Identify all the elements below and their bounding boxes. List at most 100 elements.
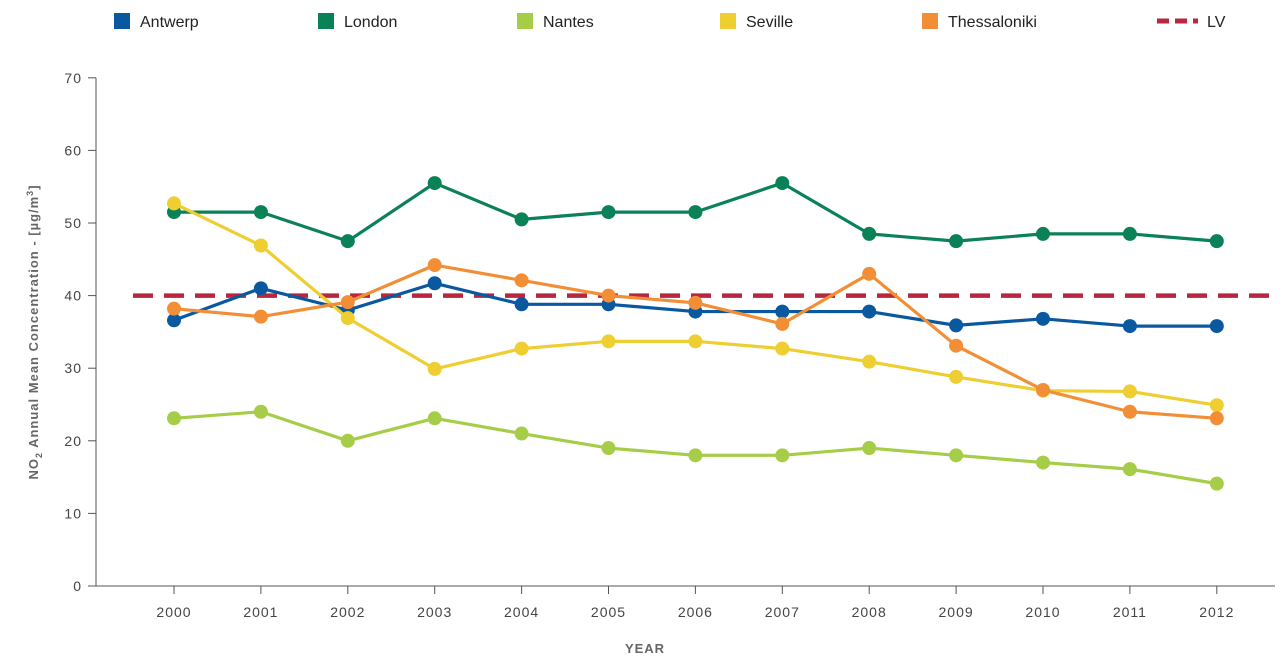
point-nantes-2009[interactable] xyxy=(949,448,964,463)
legend-item-antwerp[interactable]: Antwerp xyxy=(114,13,199,31)
point-nantes-2012[interactable] xyxy=(1209,476,1224,491)
point-thessaloniki-2011[interactable] xyxy=(1122,404,1137,419)
x-tick-label: 2008 xyxy=(852,604,887,620)
point-thessaloniki-2001[interactable] xyxy=(253,309,268,324)
point-nantes-2000[interactable] xyxy=(167,411,181,426)
y-tick-label: 10 xyxy=(64,505,82,521)
point-seville-2009[interactable] xyxy=(949,369,964,384)
y-tick-label: 0 xyxy=(73,578,82,594)
x-tick-label: 2009 xyxy=(939,604,974,620)
point-seville-2002[interactable] xyxy=(340,311,355,326)
point-nantes-2005[interactable] xyxy=(601,441,616,456)
point-antwerp-2004[interactable] xyxy=(514,297,529,312)
x-tick-label: 2003 xyxy=(417,604,452,620)
point-antwerp-2008[interactable] xyxy=(862,304,877,319)
x-axis-title: YEAR xyxy=(625,641,665,656)
point-thessaloniki-2010[interactable] xyxy=(1036,382,1050,397)
legend-item-thessaloniki[interactable]: Thessaloniki xyxy=(922,13,1037,31)
legend-item-seville[interactable]: Seville xyxy=(720,13,793,31)
point-thessaloniki-2006[interactable] xyxy=(688,295,703,310)
line-nantes xyxy=(173,410,1218,486)
point-nantes-2010[interactable] xyxy=(1036,455,1050,470)
legend-item-london[interactable]: London xyxy=(318,13,397,31)
legend-label: Antwerp xyxy=(140,14,199,31)
legend-label: Seville xyxy=(746,14,793,31)
x-tick-label: 2006 xyxy=(678,604,713,620)
point-antwerp-2003[interactable] xyxy=(427,276,442,291)
point-london-2011[interactable] xyxy=(1122,226,1137,241)
y-tick-label: 60 xyxy=(64,142,82,158)
series-group xyxy=(167,176,1224,491)
y-axis-title-end: ] xyxy=(26,184,41,189)
axis-titles: YEAR NO2 Annual Mean Concentration - [µg… xyxy=(25,184,665,656)
legend-label: LV xyxy=(1207,14,1226,31)
point-seville-2005[interactable] xyxy=(601,334,616,349)
point-antwerp-2012[interactable] xyxy=(1209,319,1224,334)
point-london-2010[interactable] xyxy=(1036,226,1050,241)
x-tick-label: 2004 xyxy=(504,604,539,620)
y-tick-label: 40 xyxy=(64,288,82,304)
point-thessaloniki-2003[interactable] xyxy=(427,258,442,273)
point-nantes-2001[interactable] xyxy=(253,404,268,419)
point-thessaloniki-2004[interactable] xyxy=(514,273,529,288)
point-nantes-2011[interactable] xyxy=(1122,462,1137,477)
legend: Antwerp London Nantes Seville Thessaloniki LV xyxy=(114,13,1226,31)
point-london-2002[interactable] xyxy=(340,234,355,249)
point-london-2007[interactable] xyxy=(775,176,790,191)
legend-swatch xyxy=(318,13,334,29)
series-thessaloniki xyxy=(167,258,1224,426)
point-nantes-2002[interactable] xyxy=(340,433,355,448)
point-london-2006[interactable] xyxy=(688,205,703,220)
point-seville-2012[interactable] xyxy=(1209,398,1224,413)
point-thessaloniki-2008[interactable] xyxy=(862,266,877,281)
point-london-2004[interactable] xyxy=(514,212,529,227)
point-thessaloniki-2009[interactable] xyxy=(949,338,964,353)
legend-swatch xyxy=(517,13,533,29)
point-nantes-2007[interactable] xyxy=(775,448,790,463)
point-london-2003[interactable] xyxy=(427,176,442,191)
point-antwerp-2000[interactable] xyxy=(167,313,181,328)
point-seville-2003[interactable] xyxy=(427,361,442,376)
legend-item-nantes[interactable]: Nantes xyxy=(517,13,594,31)
y-tick-label: 70 xyxy=(64,70,82,86)
point-thessaloniki-2005[interactable] xyxy=(601,288,616,303)
point-nantes-2006[interactable] xyxy=(688,448,703,463)
x-tick-label: 2005 xyxy=(591,604,626,620)
y-axis-title-superscript: 3 xyxy=(25,190,35,196)
point-thessaloniki-2007[interactable] xyxy=(775,316,790,331)
point-nantes-2008[interactable] xyxy=(862,441,877,456)
x-tick-label: 2007 xyxy=(765,604,800,620)
point-nantes-2003[interactable] xyxy=(427,411,442,426)
point-antwerp-2001[interactable] xyxy=(253,281,268,296)
point-antwerp-2009[interactable] xyxy=(949,318,964,333)
point-seville-2007[interactable] xyxy=(775,341,790,356)
point-seville-2001[interactable] xyxy=(253,238,268,253)
x-tick-label: 2011 xyxy=(1113,604,1147,620)
point-seville-2008[interactable] xyxy=(862,354,877,369)
point-seville-2004[interactable] xyxy=(514,341,529,356)
point-london-2001[interactable] xyxy=(253,205,268,220)
point-seville-2006[interactable] xyxy=(688,334,703,349)
x-tick-label: 2000 xyxy=(156,604,191,620)
point-london-2005[interactable] xyxy=(601,205,616,220)
point-london-2012[interactable] xyxy=(1209,234,1224,249)
point-antwerp-2010[interactable] xyxy=(1036,311,1050,326)
point-london-2008[interactable] xyxy=(862,226,877,241)
point-london-2009[interactable] xyxy=(949,234,964,249)
point-seville-2011[interactable] xyxy=(1122,384,1137,399)
legend-swatch xyxy=(720,13,736,29)
point-thessaloniki-2000[interactable] xyxy=(167,301,181,316)
point-antwerp-2007[interactable] xyxy=(775,304,790,319)
series-nantes xyxy=(167,404,1224,491)
point-seville-2000[interactable] xyxy=(167,196,181,211)
x-tick-label: 2001 xyxy=(243,604,278,620)
point-antwerp-2011[interactable] xyxy=(1122,319,1137,334)
point-thessaloniki-2002[interactable] xyxy=(340,295,355,310)
legend-label: Nantes xyxy=(543,14,594,31)
point-thessaloniki-2012[interactable] xyxy=(1209,411,1224,426)
y-axis-title-main: Annual Mean Concentration - [µg/m xyxy=(26,196,41,452)
legend-item-lv[interactable]: LV xyxy=(1157,14,1226,31)
point-nantes-2004[interactable] xyxy=(514,426,529,441)
